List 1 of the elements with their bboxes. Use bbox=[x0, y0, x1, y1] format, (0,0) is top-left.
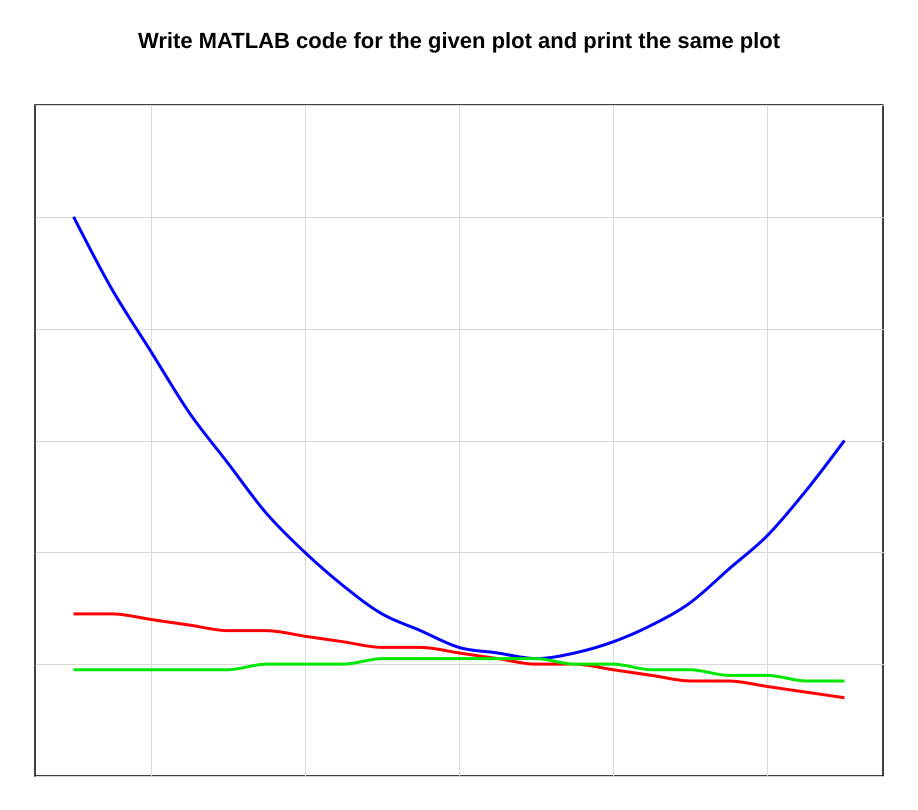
chart-title: Write MATLAB code for the given plot and print the same plot bbox=[138, 28, 781, 53]
